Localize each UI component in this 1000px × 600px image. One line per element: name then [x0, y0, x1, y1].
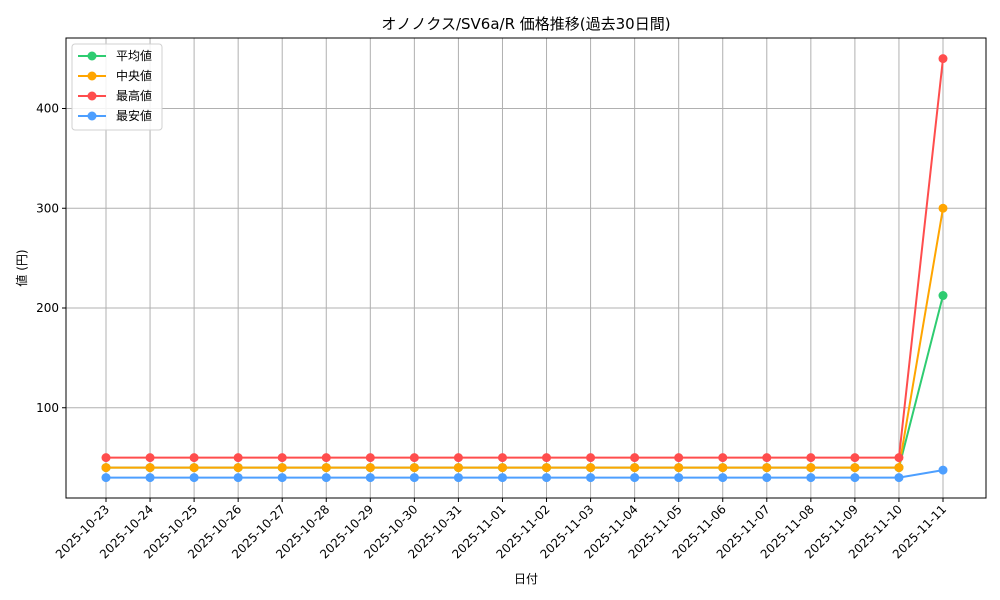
data-point	[453, 453, 463, 463]
series-line	[101, 203, 948, 473]
data-point	[145, 463, 155, 473]
data-point	[189, 453, 199, 463]
y-tick-label: 100	[36, 401, 59, 415]
series-line	[101, 291, 948, 473]
chart-title: オノノクス/SV6a/R 価格推移(過去30日間)	[381, 15, 670, 33]
data-point	[365, 453, 375, 463]
data-point	[101, 453, 111, 463]
data-point	[586, 453, 596, 463]
data-point	[850, 463, 860, 473]
data-point	[277, 453, 287, 463]
data-point	[409, 453, 419, 463]
data-point	[233, 463, 243, 473]
data-point	[365, 463, 375, 473]
data-point	[145, 473, 155, 483]
data-point	[365, 473, 375, 483]
data-point	[586, 473, 596, 483]
y-axis-ticks: 100 200 300 400	[36, 102, 66, 415]
data-point	[850, 453, 860, 463]
data-point	[938, 54, 948, 64]
data-point	[233, 453, 243, 463]
data-point	[938, 465, 948, 475]
y-tick-label: 200	[36, 301, 59, 315]
data-point	[497, 463, 507, 473]
data-point	[630, 473, 640, 483]
series-line	[101, 54, 948, 463]
data-point	[321, 473, 331, 483]
data-point	[762, 463, 772, 473]
data-point	[894, 473, 904, 483]
data-point	[321, 453, 331, 463]
data-point	[321, 463, 331, 473]
legend-label: 最高値	[116, 88, 152, 103]
data-point	[806, 453, 816, 463]
x-axis-label: 日付	[514, 572, 538, 586]
y-tick-label: 400	[36, 102, 59, 116]
series-line	[101, 465, 948, 483]
data-point	[453, 473, 463, 483]
data-point	[409, 463, 419, 473]
data-point	[806, 473, 816, 483]
legend-label: 最安値	[116, 108, 152, 123]
data-point	[145, 453, 155, 463]
data-series	[101, 54, 948, 483]
legend-item: 平均値	[78, 48, 152, 63]
data-point	[101, 473, 111, 483]
data-point	[189, 473, 199, 483]
plot-frame	[65, 37, 987, 499]
data-point	[718, 463, 728, 473]
data-point	[630, 463, 640, 473]
data-point	[497, 473, 507, 483]
legend-box	[71, 43, 163, 131]
data-point	[806, 463, 816, 473]
grid-lines	[66, 38, 986, 498]
data-point	[277, 473, 287, 483]
data-point	[762, 473, 772, 483]
data-point	[674, 473, 684, 483]
data-point	[850, 473, 860, 483]
data-point	[894, 453, 904, 463]
data-point	[674, 453, 684, 463]
legend-label: 平均値	[116, 48, 152, 63]
y-tick-label: 300	[36, 201, 59, 215]
data-point	[542, 473, 552, 483]
legend-item: 最高値	[78, 88, 152, 103]
data-point	[586, 463, 596, 473]
legend-item: 最安値	[78, 108, 152, 123]
x-axis-ticks: 2025-10-232025-10-242025-10-252025-10-26…	[53, 498, 949, 561]
data-point	[894, 463, 904, 473]
data-point	[718, 453, 728, 463]
data-point	[277, 463, 287, 473]
data-point	[409, 473, 419, 483]
data-point	[542, 453, 552, 463]
legend-item: 中央値	[78, 68, 152, 83]
data-point	[630, 453, 640, 463]
data-point	[233, 473, 243, 483]
data-point	[101, 463, 111, 473]
data-point	[189, 463, 199, 473]
data-point	[938, 291, 948, 301]
data-point	[453, 463, 463, 473]
data-point	[762, 453, 772, 463]
data-point	[718, 473, 728, 483]
data-point	[542, 463, 552, 473]
data-point	[674, 463, 684, 473]
y-axis-label: 値 (円)	[14, 249, 29, 286]
legend-label: 中央値	[116, 68, 152, 83]
data-point	[497, 453, 507, 463]
data-point	[938, 203, 948, 213]
